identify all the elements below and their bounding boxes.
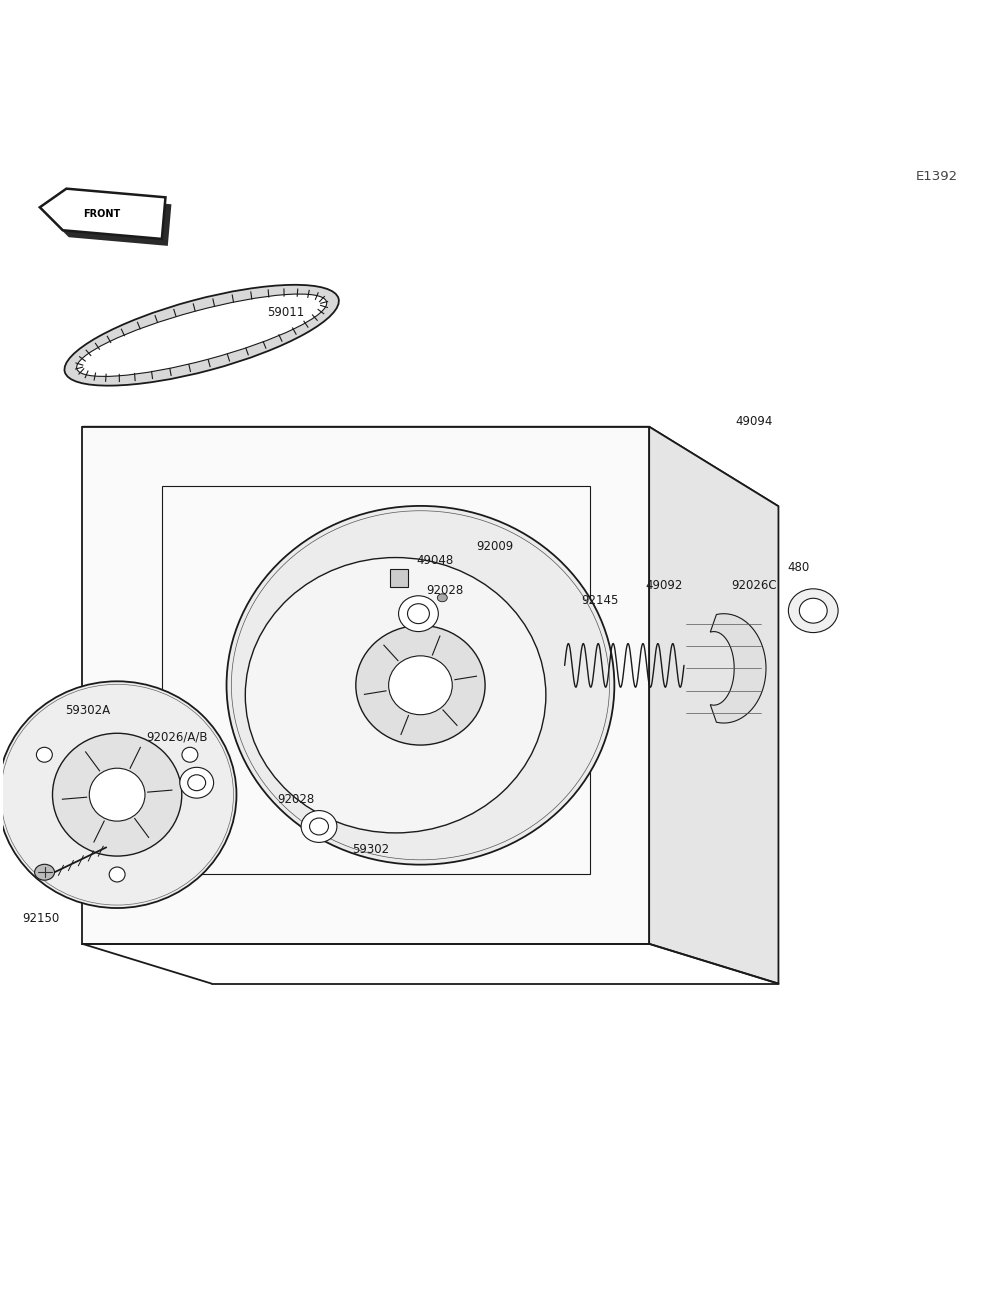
Ellipse shape <box>399 595 438 631</box>
Ellipse shape <box>77 294 327 377</box>
Ellipse shape <box>182 747 198 762</box>
Polygon shape <box>46 196 171 245</box>
Text: 92009: 92009 <box>476 540 514 553</box>
Text: 92026/A/B: 92026/A/B <box>146 731 208 744</box>
Bar <box>390 569 408 587</box>
Ellipse shape <box>788 589 838 633</box>
Text: 92150: 92150 <box>22 913 59 926</box>
Text: 59302: 59302 <box>352 843 389 856</box>
Ellipse shape <box>310 818 328 835</box>
Text: 49092: 49092 <box>645 580 683 593</box>
Text: 92028: 92028 <box>278 793 315 806</box>
Ellipse shape <box>437 594 447 602</box>
Ellipse shape <box>180 767 214 798</box>
Ellipse shape <box>35 864 54 880</box>
Text: 92026C: 92026C <box>731 580 776 593</box>
Text: 49048: 49048 <box>417 554 454 568</box>
Ellipse shape <box>52 733 182 856</box>
Ellipse shape <box>0 682 236 908</box>
Text: 92145: 92145 <box>581 594 618 607</box>
Polygon shape <box>40 188 165 239</box>
Polygon shape <box>710 613 766 723</box>
Polygon shape <box>82 427 649 944</box>
Ellipse shape <box>799 598 827 624</box>
Ellipse shape <box>188 775 206 790</box>
Ellipse shape <box>389 656 452 715</box>
Text: FRONT: FRONT <box>84 209 121 219</box>
Ellipse shape <box>356 625 485 745</box>
Text: S: S <box>415 534 505 657</box>
Ellipse shape <box>109 868 125 882</box>
Ellipse shape <box>301 811 337 843</box>
Ellipse shape <box>408 604 429 624</box>
Text: parts.com: parts.com <box>437 646 563 665</box>
Text: S: S <box>276 466 366 587</box>
Ellipse shape <box>245 558 546 833</box>
Text: 480: 480 <box>787 562 809 574</box>
Text: E1392: E1392 <box>915 170 957 183</box>
Ellipse shape <box>64 285 339 386</box>
Text: 59011: 59011 <box>268 306 305 319</box>
Polygon shape <box>82 427 778 506</box>
Text: 49094: 49094 <box>735 416 772 429</box>
Ellipse shape <box>36 747 52 762</box>
Polygon shape <box>649 427 778 984</box>
Ellipse shape <box>89 768 145 821</box>
Ellipse shape <box>227 506 614 865</box>
Text: 92028: 92028 <box>427 585 464 598</box>
Text: 59302A: 59302A <box>65 704 110 717</box>
